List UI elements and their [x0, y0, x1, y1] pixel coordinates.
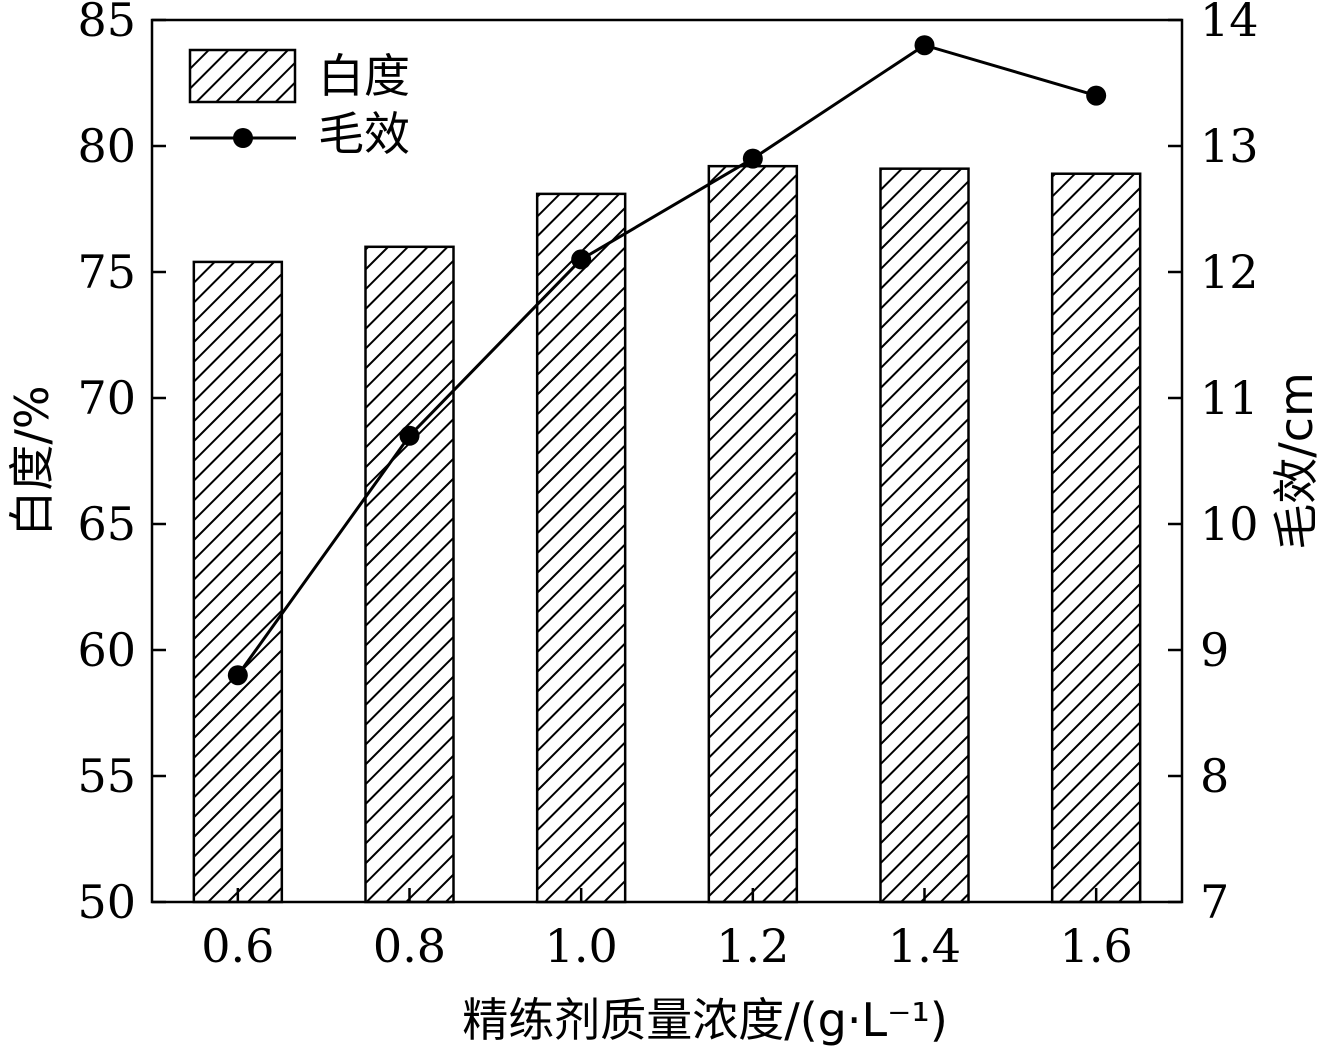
bar-1.2 — [707, 164, 799, 904]
bars-layer — [192, 164, 1142, 904]
bar-1.0 — [535, 192, 627, 904]
y-tick-label: 70 — [77, 371, 136, 425]
y-axis-title: 白度/% — [5, 385, 59, 536]
plot-frame — [150, 18, 1184, 904]
y-tick-label: 85 — [77, 0, 136, 47]
right-axis: 7 8 9 10 11 12 13 14 — [1168, 0, 1259, 929]
legend-line-marker — [233, 128, 253, 148]
y2-tick-label: 14 — [1200, 0, 1259, 47]
legend-bar-label: 白度 — [318, 49, 410, 103]
y2-tick-label: 13 — [1200, 119, 1259, 173]
legend: 白度 毛效 — [188, 48, 410, 161]
y2-tick-label: 8 — [1200, 749, 1229, 803]
x-tick-label: 0.8 — [373, 919, 446, 973]
x-tick-label: 1.6 — [1060, 919, 1133, 973]
left-axis: 50 55 60 65 70 75 80 85 — [77, 0, 166, 929]
bar-1.4 — [879, 167, 970, 904]
line-point-1.6 — [1086, 85, 1107, 106]
x-tick-label: 1.0 — [545, 919, 618, 973]
x-tick-label: 0.6 — [201, 919, 274, 973]
y2-tick-label: 7 — [1200, 875, 1229, 929]
y-tick-label: 75 — [77, 245, 136, 299]
x-axis-title: 精练剂质量浓度/(g·L⁻¹) — [462, 993, 948, 1047]
bar-0.8 — [364, 245, 455, 904]
y-tick-label: 65 — [77, 497, 136, 551]
line-point-0.8 — [399, 425, 420, 446]
line-point-1.4 — [914, 35, 935, 56]
legend-line-label: 毛效 — [318, 107, 410, 161]
line-series-maoxiao — [236, 43, 1097, 677]
x-tick-label: 1.2 — [716, 919, 789, 973]
bar-1.6 — [1050, 172, 1142, 904]
x-axis: 0.6 0.8 1.0 1.2 1.4 1.6 — [201, 888, 1133, 973]
x-tick-label: 1.4 — [888, 919, 961, 973]
bar-0.6 — [192, 260, 284, 904]
line-point-1.0 — [571, 249, 592, 270]
y2-tick-label: 10 — [1200, 497, 1259, 551]
y2-axis-title: 毛效/cm — [1269, 372, 1323, 550]
y-tick-label: 55 — [77, 749, 136, 803]
line-layer — [227, 35, 1107, 686]
y2-tick-label: 12 — [1200, 245, 1259, 299]
y2-tick-label: 9 — [1200, 623, 1229, 677]
line-point-0.6 — [227, 665, 248, 686]
y2-tick-label: 11 — [1200, 371, 1259, 425]
y-tick-label: 50 — [77, 875, 136, 929]
y-tick-label: 80 — [77, 119, 136, 173]
y-tick-label: 60 — [77, 623, 136, 677]
legend-bar-swatch — [188, 48, 297, 104]
line-point-1.2 — [742, 148, 763, 169]
